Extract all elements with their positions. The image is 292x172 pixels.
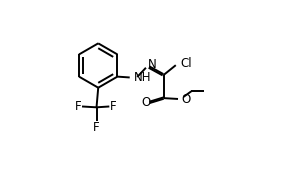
Text: F: F [93,121,100,134]
Text: O: O [181,93,190,106]
Text: NH: NH [134,72,151,84]
Text: F: F [75,100,81,113]
Text: O: O [141,96,150,109]
Text: Cl: Cl [180,57,192,70]
Text: F: F [110,100,117,113]
Text: N: N [148,58,157,71]
